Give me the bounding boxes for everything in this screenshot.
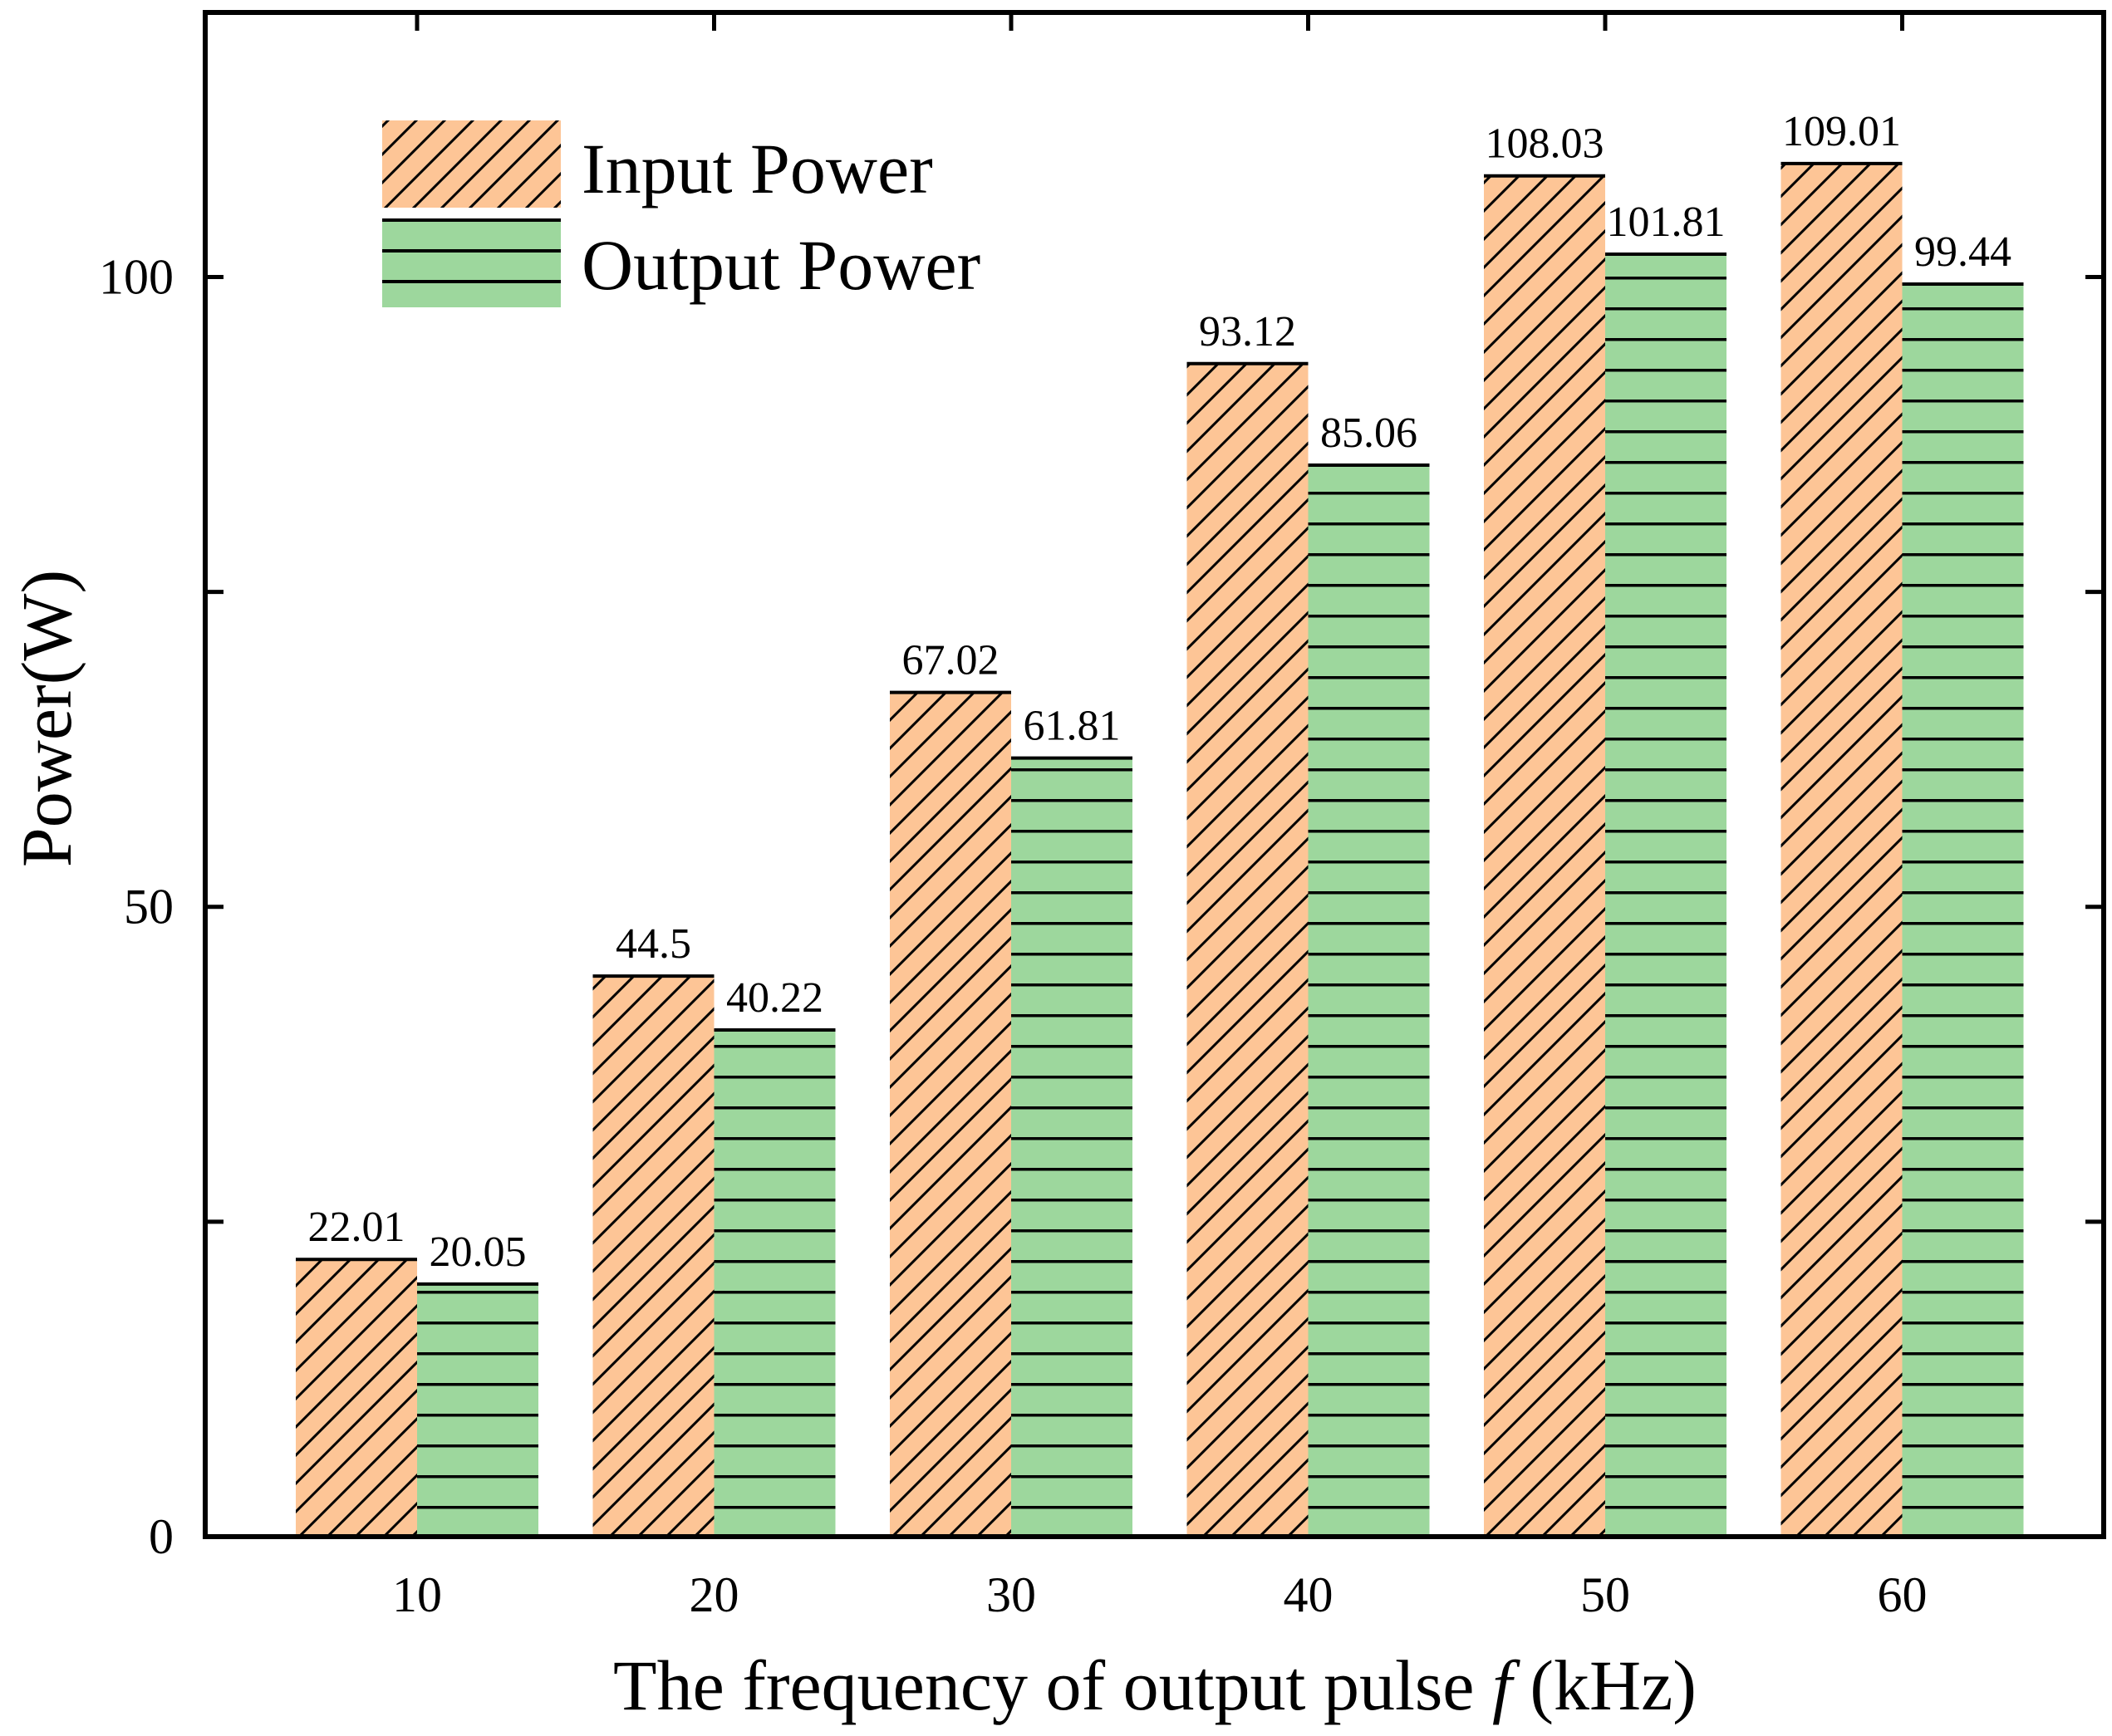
bar-output-power-20 — [714, 1030, 836, 1537]
data-label-output-power-40: 85.06 — [1320, 409, 1417, 457]
data-label-output-power-10: 20.05 — [430, 1228, 527, 1276]
x-tick-label: 20 — [690, 1567, 739, 1622]
bar-output-power-30 — [1011, 758, 1132, 1537]
bar-input-power-30 — [890, 692, 1011, 1537]
bar-output-power-40 — [1308, 465, 1430, 1537]
bar-input-power-40 — [1186, 363, 1309, 1537]
data-label-input-power-10: 22.01 — [308, 1204, 405, 1251]
legend-label-input-power: Input Power — [582, 129, 933, 208]
x-axis-title-suffix: (kHz) — [1512, 1645, 1697, 1725]
y-tick-label: 100 — [99, 249, 174, 304]
data-label-input-power-30: 67.02 — [902, 637, 1000, 684]
y-axis-title: Power(W) — [7, 570, 86, 867]
legend: Input Power Output Power — [382, 120, 980, 307]
data-label-output-power-60: 99.44 — [1914, 228, 2011, 276]
y-tick-label: 50 — [124, 880, 174, 934]
x-axis-title: The frequency of output pulse f (kHz) — [613, 1645, 1697, 1725]
x-axis-title-prefix: The frequency of output pulse — [613, 1645, 1492, 1725]
data-label-output-power-20: 40.22 — [726, 974, 823, 1022]
bar-output-power-10 — [417, 1283, 538, 1537]
bar-output-power-50 — [1605, 254, 1726, 1537]
x-tick-label: 10 — [392, 1567, 442, 1622]
plot-area: 0 50 100 10 22.01 20.05 20 44.5 40.22 30 67.02 61.8… — [99, 12, 2104, 1622]
bar-input-power-20 — [592, 976, 715, 1537]
plot-frame — [203, 10, 2106, 1539]
x-tick-label: 40 — [1284, 1567, 1334, 1622]
legend-swatch-input-power — [382, 120, 561, 208]
legend-label-output-power: Output Power — [582, 225, 980, 305]
data-label-input-power-50: 108.03 — [1486, 120, 1604, 168]
data-label-input-power-20: 44.5 — [616, 920, 691, 968]
x-tick-label: 30 — [986, 1567, 1036, 1622]
bar-input-power-60 — [1780, 163, 1903, 1537]
data-label-output-power-30: 61.81 — [1024, 703, 1121, 750]
x-tick-label: 50 — [1580, 1567, 1630, 1622]
data-label-input-power-40: 93.12 — [1199, 308, 1296, 356]
bar-output-power-60 — [1902, 283, 2024, 1537]
legend-swatch-output-power — [382, 220, 561, 307]
bar-input-power-50 — [1484, 175, 1605, 1537]
data-label-input-power-60: 109.01 — [1782, 108, 1901, 155]
data-label-output-power-50: 101.81 — [1607, 199, 1726, 246]
bar-input-power-10 — [296, 1259, 417, 1537]
y-tick-label: 0 — [149, 1509, 174, 1564]
x-tick-label: 60 — [1878, 1567, 1928, 1622]
